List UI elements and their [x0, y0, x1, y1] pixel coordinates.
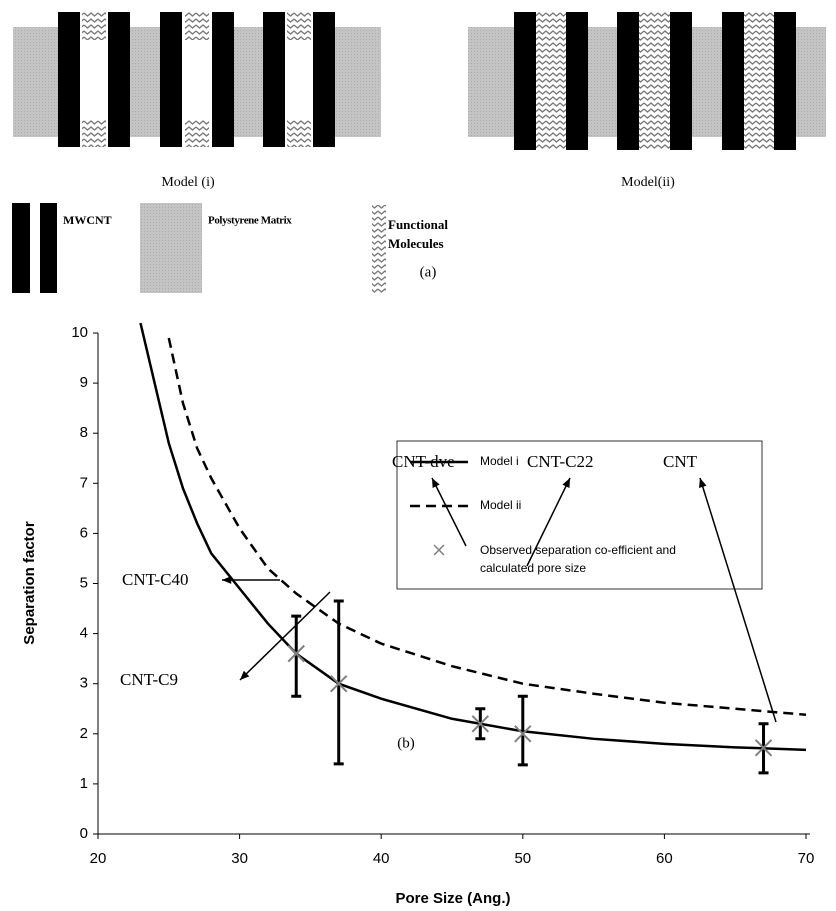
- point-label: CNT-C40: [122, 570, 188, 589]
- y-tick-label: 2: [80, 725, 88, 742]
- arrow-head: [562, 478, 570, 488]
- point-marker: [330, 674, 348, 693]
- panel-label: (b): [397, 735, 415, 751]
- x-tick-label: 70: [798, 850, 815, 867]
- annotation-arrow: [431, 477, 467, 547]
- y-axis-title: Separation factor: [21, 521, 38, 645]
- annotation-arrow: [699, 477, 777, 723]
- legend-label-box: Functional Molecules: [388, 217, 448, 251]
- molecules-swatch: [372, 205, 386, 293]
- legend-label: MWCNT: [63, 213, 112, 227]
- legend-swatch: [433, 544, 445, 556]
- panel-label: (a): [420, 264, 437, 280]
- x-tick-label: 40: [373, 850, 390, 867]
- y-tick-label: 3: [80, 675, 88, 692]
- x-tick-label: 30: [231, 850, 248, 867]
- legend-label-box: Observed separation co-efficient and cal…: [480, 543, 676, 575]
- arrow-head: [432, 478, 440, 488]
- mwcnt-swatch: [40, 203, 57, 293]
- matrix-swatch: [140, 203, 202, 293]
- point-marker: [754, 739, 773, 757]
- x-tick-label: 20: [90, 850, 107, 867]
- model-ii-diagram: [468, 12, 826, 150]
- annotation-arrow: [526, 477, 571, 567]
- model-i-diagram: [13, 12, 381, 147]
- mwcnt-swatch: [12, 203, 30, 293]
- point-marker: [471, 715, 490, 733]
- x-axis-title: Pore Size (Ang.): [395, 890, 510, 907]
- arrow-head: [222, 576, 232, 584]
- error-bar: [291, 614, 302, 698]
- y-tick-label: 4: [80, 625, 88, 642]
- legend-box: [396, 440, 763, 590]
- legend-label: Observed separation co-efficient and cal…: [480, 543, 676, 575]
- point-label: CNT: [663, 452, 698, 471]
- legend-label: Polystyrene Matrix: [208, 215, 292, 227]
- legend-label: Model ii: [480, 498, 521, 512]
- point-marker: [514, 725, 532, 743]
- legend-label: Functional Molecules: [388, 217, 448, 251]
- y-tick-label: 5: [80, 574, 88, 591]
- error-bar: [517, 694, 528, 767]
- y-tick-label: 10: [71, 324, 88, 341]
- model-label: Model(ii): [621, 175, 675, 190]
- y-tick-label: 1: [80, 775, 88, 792]
- y-tick-label: 0: [80, 825, 88, 842]
- arrow-head: [240, 670, 250, 680]
- x-tick-label: 50: [514, 850, 531, 867]
- y-tick-label: 7: [80, 474, 88, 491]
- x-tick-label: 60: [656, 850, 673, 867]
- y-tick-label: 8: [80, 424, 88, 441]
- point-label: CNT-C22: [527, 452, 593, 471]
- point-marker: [287, 644, 305, 663]
- y-tick-label: 6: [80, 524, 88, 541]
- y-tick-label: 9: [80, 374, 88, 391]
- annotation-arrow: [239, 591, 331, 681]
- model-label: Model (i): [161, 175, 215, 190]
- point-label: CNT-C9: [120, 670, 178, 689]
- legend-label: Model i: [480, 454, 519, 468]
- arrow-head: [699, 478, 707, 488]
